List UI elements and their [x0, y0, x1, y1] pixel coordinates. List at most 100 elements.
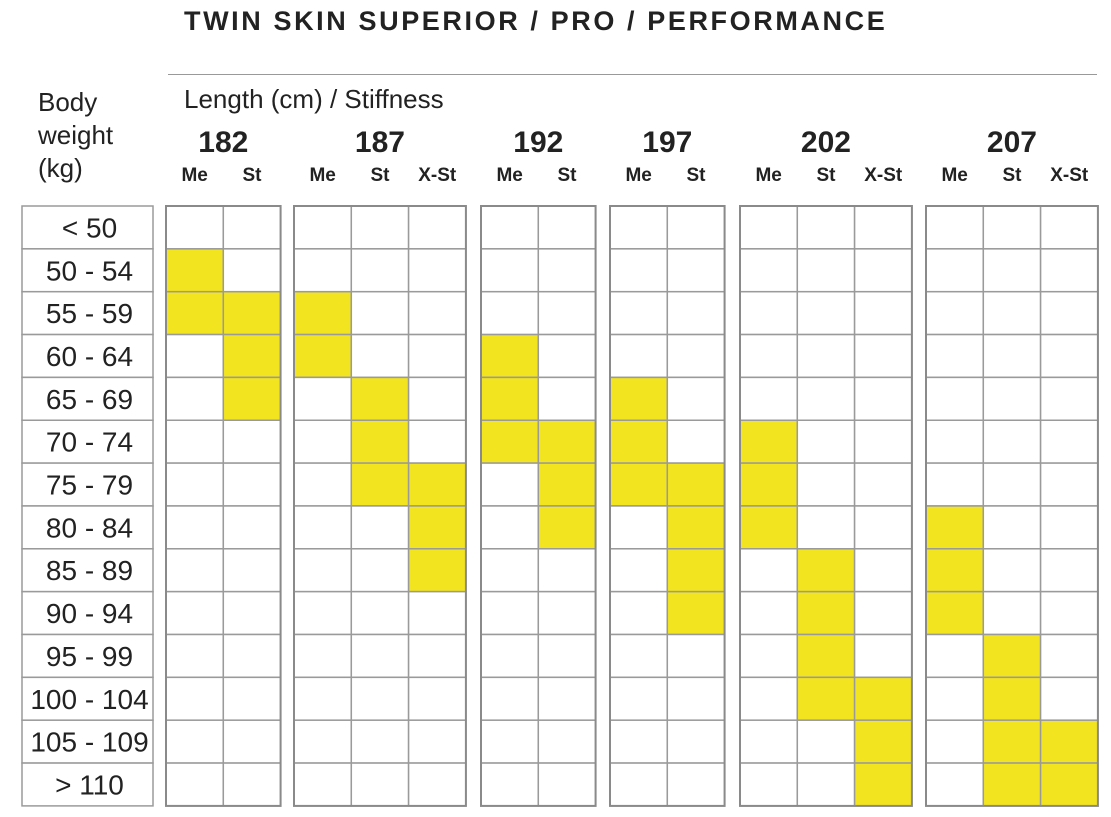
empty-cell [222, 676, 282, 721]
empty-cell [925, 419, 985, 464]
empty-cell [350, 633, 410, 679]
empty-cell [537, 633, 597, 679]
empty-cell [739, 205, 799, 250]
empty-cell [537, 205, 597, 250]
empty-cell [853, 205, 913, 250]
recommended-cell [537, 419, 597, 464]
empty-cell [480, 505, 540, 550]
empty-cell [350, 205, 410, 250]
empty-cell [165, 590, 225, 636]
weight-row-label: 100 - 104 [30, 684, 148, 715]
empty-cell [165, 462, 225, 507]
empty-cell [350, 762, 410, 807]
empty-cell [609, 762, 669, 807]
empty-cell [1039, 419, 1099, 464]
empty-cell [853, 548, 913, 593]
recommended-cell [222, 290, 282, 336]
empty-cell [222, 548, 282, 593]
empty-cell [853, 590, 913, 636]
empty-cell [739, 762, 799, 807]
recommended-cell [609, 462, 669, 507]
empty-cell [293, 719, 353, 764]
body-weight-header: Body weight (kg) [38, 86, 113, 185]
body-weight-header-line: Body [38, 87, 98, 117]
empty-cell [480, 676, 540, 721]
empty-cell [1039, 376, 1099, 421]
empty-cell [796, 248, 856, 293]
weight-row-label: 75 - 79 [46, 470, 133, 501]
length-group-frame [165, 205, 282, 807]
empty-cell [666, 676, 726, 721]
empty-cell [739, 376, 799, 421]
empty-cell [739, 248, 799, 293]
empty-cell [925, 719, 985, 764]
weight-row-box [21, 676, 154, 721]
empty-cell [796, 333, 856, 379]
empty-cell [796, 505, 856, 550]
recommended-cell [293, 290, 353, 336]
empty-cell [165, 676, 225, 721]
weight-row-box [21, 419, 154, 464]
recommended-cell [853, 719, 913, 764]
empty-cell [537, 290, 597, 336]
length-group-frame [480, 205, 597, 807]
empty-cell [666, 419, 726, 464]
empty-cell [350, 676, 410, 721]
weight-row-label: < 50 [62, 212, 117, 243]
empty-cell [222, 462, 282, 507]
recommended-cell [666, 590, 726, 636]
empty-cell [407, 290, 467, 336]
empty-cell [982, 290, 1042, 336]
empty-cell [925, 248, 985, 293]
length-label: 182 [198, 126, 248, 159]
weight-row-box [21, 290, 154, 336]
stiffness-label: St [1002, 165, 1022, 186]
empty-cell [537, 248, 597, 293]
title-rule [168, 74, 1097, 75]
empty-cell [165, 205, 225, 250]
empty-cell [925, 205, 985, 250]
recommended-cell [796, 633, 856, 679]
empty-cell [350, 333, 410, 379]
empty-cell [925, 290, 985, 336]
empty-cell [480, 590, 540, 636]
empty-cell [1039, 462, 1099, 507]
empty-cell [222, 590, 282, 636]
empty-cell [739, 548, 799, 593]
stiffness-label: Me [941, 165, 967, 186]
weight-row-box [21, 548, 154, 593]
stiffness-label: Me [496, 165, 522, 186]
weight-row-label: 95 - 99 [46, 641, 133, 672]
empty-cell [480, 633, 540, 679]
empty-cell [609, 290, 669, 336]
empty-cell [853, 290, 913, 336]
empty-cell [853, 505, 913, 550]
empty-cell [666, 333, 726, 379]
weight-row-label: 55 - 59 [46, 298, 133, 329]
length-label: 187 [355, 126, 405, 159]
empty-cell [293, 462, 353, 507]
empty-cell [537, 676, 597, 721]
empty-cell [982, 376, 1042, 421]
empty-cell [293, 590, 353, 636]
empty-cell [1039, 548, 1099, 593]
empty-cell [293, 505, 353, 550]
empty-cell [1039, 333, 1099, 379]
length-group-frame [925, 205, 1099, 807]
recommended-cell [222, 333, 282, 379]
empty-cell [350, 505, 410, 550]
empty-cell [609, 505, 669, 550]
empty-cell [925, 376, 985, 421]
empty-cell [982, 590, 1042, 636]
empty-cell [853, 248, 913, 293]
stiffness-label: Me [309, 165, 335, 186]
empty-cell [480, 719, 540, 764]
stiffness-label: X-St [418, 165, 457, 186]
empty-cell [1039, 205, 1099, 250]
empty-cell [165, 719, 225, 764]
empty-cell [293, 376, 353, 421]
empty-cell [350, 248, 410, 293]
empty-cell [222, 719, 282, 764]
empty-cell [796, 462, 856, 507]
empty-cell [537, 719, 597, 764]
